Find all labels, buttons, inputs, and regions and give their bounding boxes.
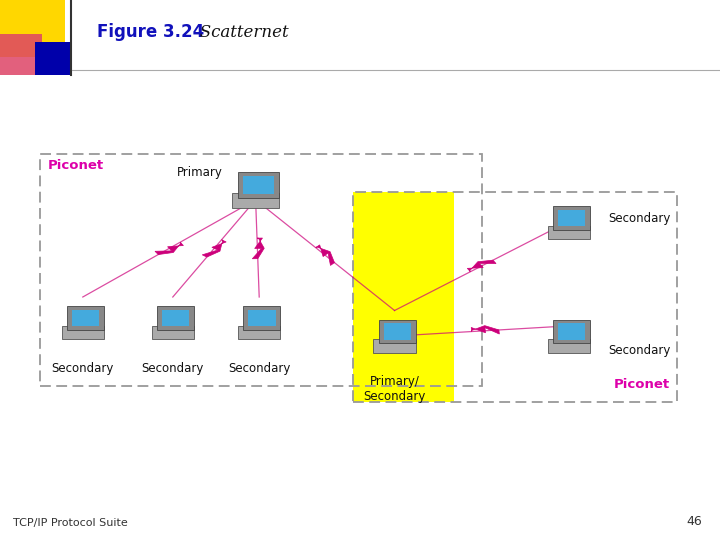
FancyBboxPatch shape (248, 310, 276, 326)
FancyBboxPatch shape (151, 326, 194, 339)
Polygon shape (252, 238, 264, 259)
FancyBboxPatch shape (379, 320, 416, 343)
FancyBboxPatch shape (61, 326, 104, 339)
FancyBboxPatch shape (353, 192, 454, 402)
Text: Secondary: Secondary (608, 212, 671, 225)
Polygon shape (155, 242, 184, 254)
Text: Secondary: Secondary (142, 362, 204, 375)
FancyBboxPatch shape (558, 210, 585, 226)
Text: Figure 3.24: Figure 3.24 (97, 23, 204, 42)
FancyBboxPatch shape (232, 193, 279, 208)
FancyBboxPatch shape (558, 323, 585, 340)
FancyBboxPatch shape (547, 339, 590, 353)
FancyBboxPatch shape (384, 323, 411, 340)
FancyBboxPatch shape (553, 320, 590, 343)
Polygon shape (315, 245, 335, 266)
FancyBboxPatch shape (0, 34, 42, 75)
Text: Secondary: Secondary (608, 344, 671, 357)
FancyBboxPatch shape (243, 306, 281, 330)
FancyBboxPatch shape (157, 306, 194, 330)
Polygon shape (202, 240, 226, 257)
FancyBboxPatch shape (243, 176, 274, 194)
Text: TCP/IP Protocol Suite: TCP/IP Protocol Suite (13, 518, 127, 528)
Polygon shape (467, 260, 496, 272)
Text: Secondary: Secondary (52, 362, 114, 375)
Text: Piconet: Piconet (48, 159, 104, 172)
Text: Primary/
Secondary: Primary/ Secondary (364, 375, 426, 403)
FancyBboxPatch shape (0, 0, 65, 57)
FancyBboxPatch shape (67, 306, 104, 330)
Polygon shape (471, 326, 500, 334)
FancyBboxPatch shape (238, 172, 279, 198)
Text: Primary: Primary (177, 166, 223, 179)
Text: 46: 46 (686, 515, 702, 528)
Text: Piconet: Piconet (613, 379, 670, 392)
FancyBboxPatch shape (553, 206, 590, 230)
Text: Secondary: Secondary (228, 362, 290, 375)
FancyBboxPatch shape (373, 339, 416, 353)
FancyBboxPatch shape (547, 226, 590, 239)
FancyBboxPatch shape (238, 326, 281, 339)
FancyBboxPatch shape (72, 310, 99, 326)
FancyBboxPatch shape (162, 310, 189, 326)
FancyBboxPatch shape (35, 42, 71, 75)
Text: Scatternet: Scatternet (184, 24, 288, 41)
